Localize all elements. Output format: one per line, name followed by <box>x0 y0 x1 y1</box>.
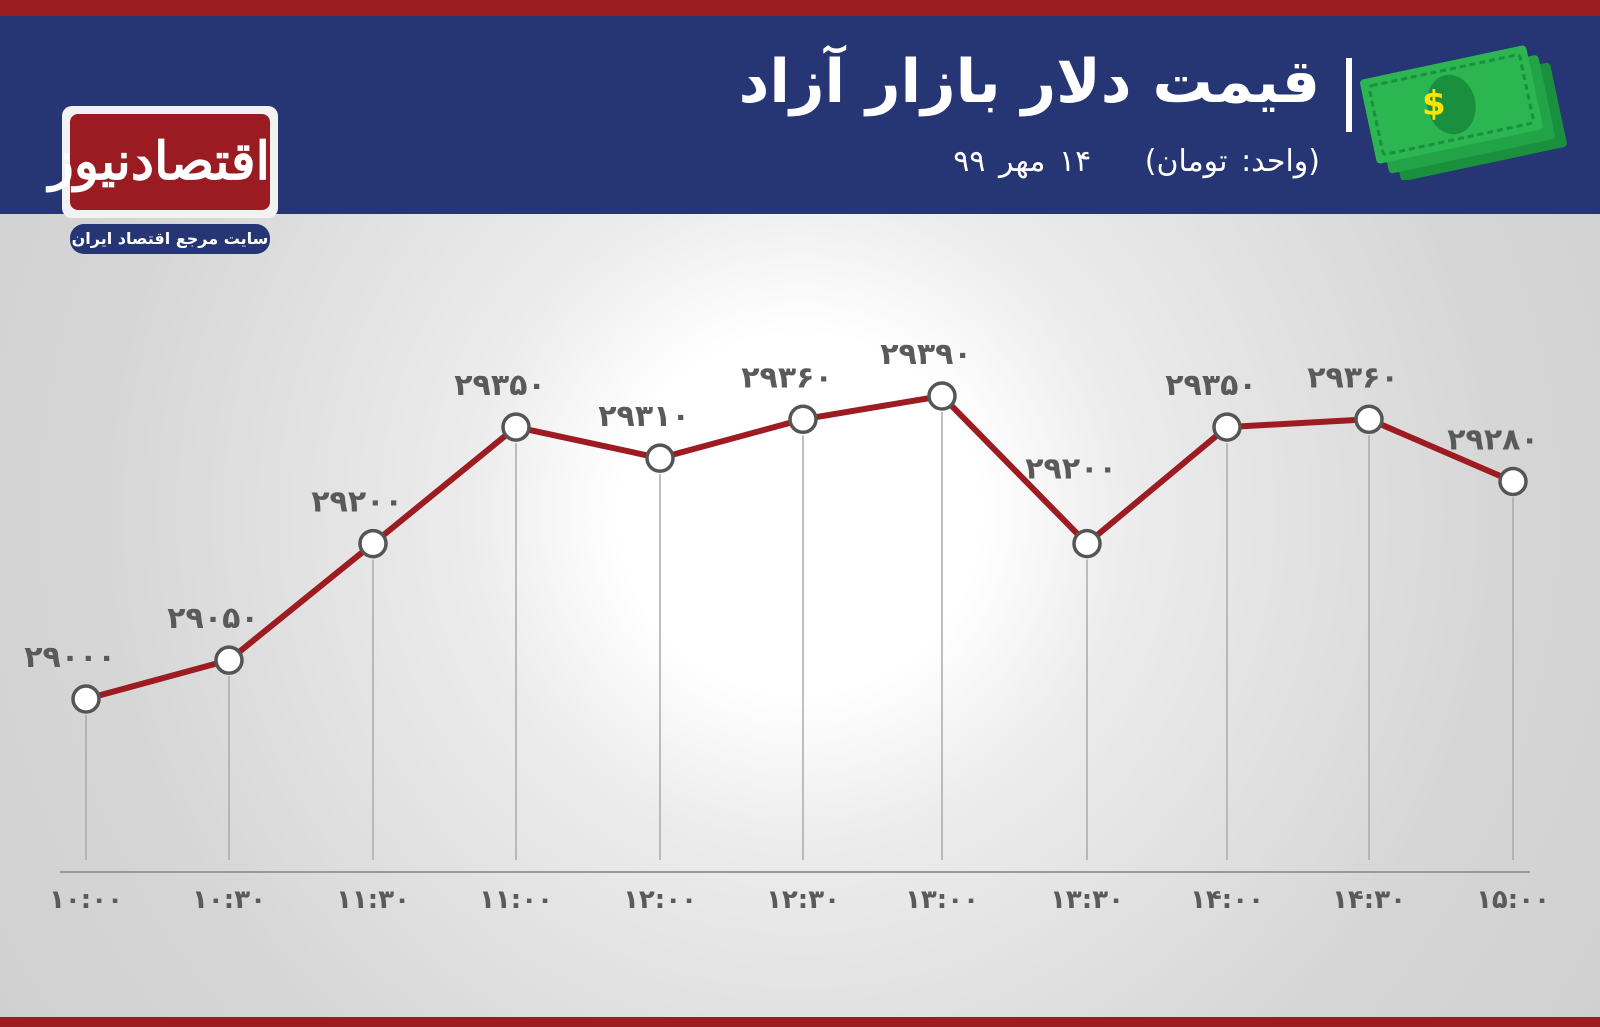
data-label: ۲۹۰۵۰ <box>167 601 259 636</box>
bottom-accent-bar <box>0 1017 1600 1027</box>
logo: اقتصادنیوز <box>49 114 270 210</box>
data-point <box>1498 466 1528 497</box>
data-point <box>927 381 957 411</box>
data-label: ۲۹۲۸۰ <box>1447 422 1539 457</box>
data-point <box>1354 404 1384 435</box>
page-title: قیمت دلار بازار آزاد <box>738 47 1320 117</box>
x-tick-label: ۱۰:۰۰ <box>49 885 123 915</box>
data-label: ۲۹۳۹۰ <box>880 337 972 372</box>
data-label: ۲۹۳۶۰ <box>741 360 833 395</box>
data-label: ۲۹۰۰۰ <box>24 640 116 675</box>
subtitle: (واحد: تومان) ۱۴ مهر ۹۹ <box>953 144 1320 179</box>
x-tick-label: ۱۴:۳۰ <box>1332 885 1406 915</box>
data-label: ۲۹۲۰۰ <box>311 485 403 520</box>
x-tick-label: ۱۰:۳۰ <box>192 885 266 915</box>
data-point <box>358 528 388 559</box>
data-point <box>214 645 244 675</box>
top-accent-bar <box>0 0 1600 16</box>
data-label: ۲۹۳۶۰ <box>1307 360 1399 395</box>
x-tick-label: ۱۳:۳۰ <box>1050 885 1124 915</box>
x-tick-label: ۱۲:۰۰ <box>623 885 697 915</box>
data-label: ۲۹۳۱۰ <box>598 399 690 434</box>
data-label: ۲۹۳۵۰ <box>1165 368 1257 403</box>
data-point <box>71 684 101 714</box>
x-tick-label: ۱۱:۰۰ <box>479 885 553 915</box>
x-tick-label: ۱۵:۰۰ <box>1476 885 1550 915</box>
dollar-sign-icon: $ <box>1422 84 1446 124</box>
date-label: ۱۴ مهر ۹۹ <box>953 144 1092 179</box>
data-point <box>1072 528 1102 559</box>
money-icon: $ <box>1360 45 1567 180</box>
chart-background <box>0 214 1600 1017</box>
data-point <box>645 443 675 473</box>
series-line <box>83 393 1516 702</box>
data-point <box>501 412 531 442</box>
data-label: ۲۹۲۰۰ <box>1025 452 1117 487</box>
x-tick-label: ۱۲:۳۰ <box>766 885 840 915</box>
x-tick-label: ۱۱:۳۰ <box>336 885 410 915</box>
x-tick-label: ۱۳:۰۰ <box>905 885 979 915</box>
data-label: ۲۹۳۵۰ <box>454 368 546 403</box>
unit-label: (واحد: تومان) <box>1144 144 1320 179</box>
logo-tagline: سایت مرجع اقتصاد ایران <box>70 224 270 254</box>
x-tick-label: ۱۴:۰۰ <box>1190 885 1264 915</box>
data-point <box>1212 412 1242 442</box>
title-divider <box>1346 58 1352 132</box>
data-point <box>788 404 818 435</box>
